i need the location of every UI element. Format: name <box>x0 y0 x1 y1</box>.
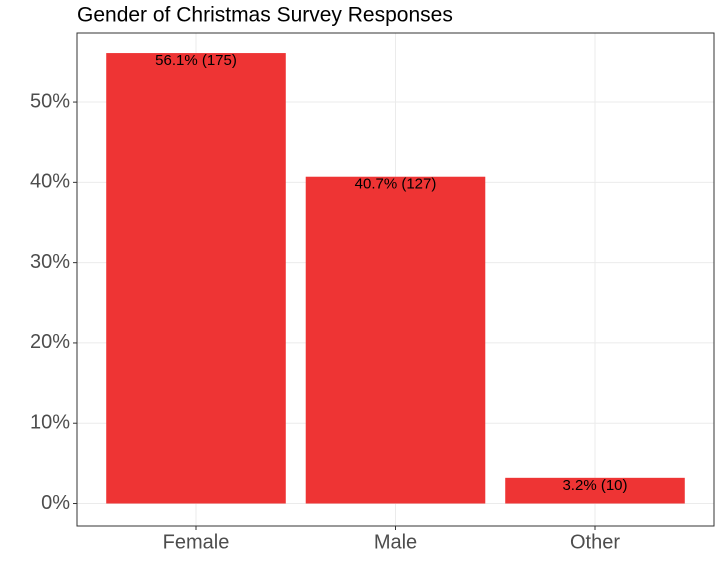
y-tick-label: 40% <box>30 171 70 193</box>
y-tick-label: 30% <box>30 251 70 273</box>
value-label: 3.2% (10) <box>562 477 627 494</box>
x-tick-label: Other <box>570 531 620 553</box>
bar <box>106 53 286 504</box>
panel-border <box>76 32 715 527</box>
y-tick-label: 50% <box>30 90 70 112</box>
y-tick-label: 20% <box>30 331 70 353</box>
bar <box>305 176 486 504</box>
y-tick-label: 0% <box>41 492 70 514</box>
chart-title: Gender of Christmas Survey Responses <box>77 4 453 27</box>
bar <box>505 477 685 504</box>
value-label: 40.7% (127) <box>355 176 437 193</box>
x-tick-label: Male <box>374 531 417 553</box>
x-tick-label: Female <box>163 531 230 553</box>
y-tick-label: 10% <box>30 412 70 434</box>
value-label: 56.1% (175) <box>155 52 237 69</box>
